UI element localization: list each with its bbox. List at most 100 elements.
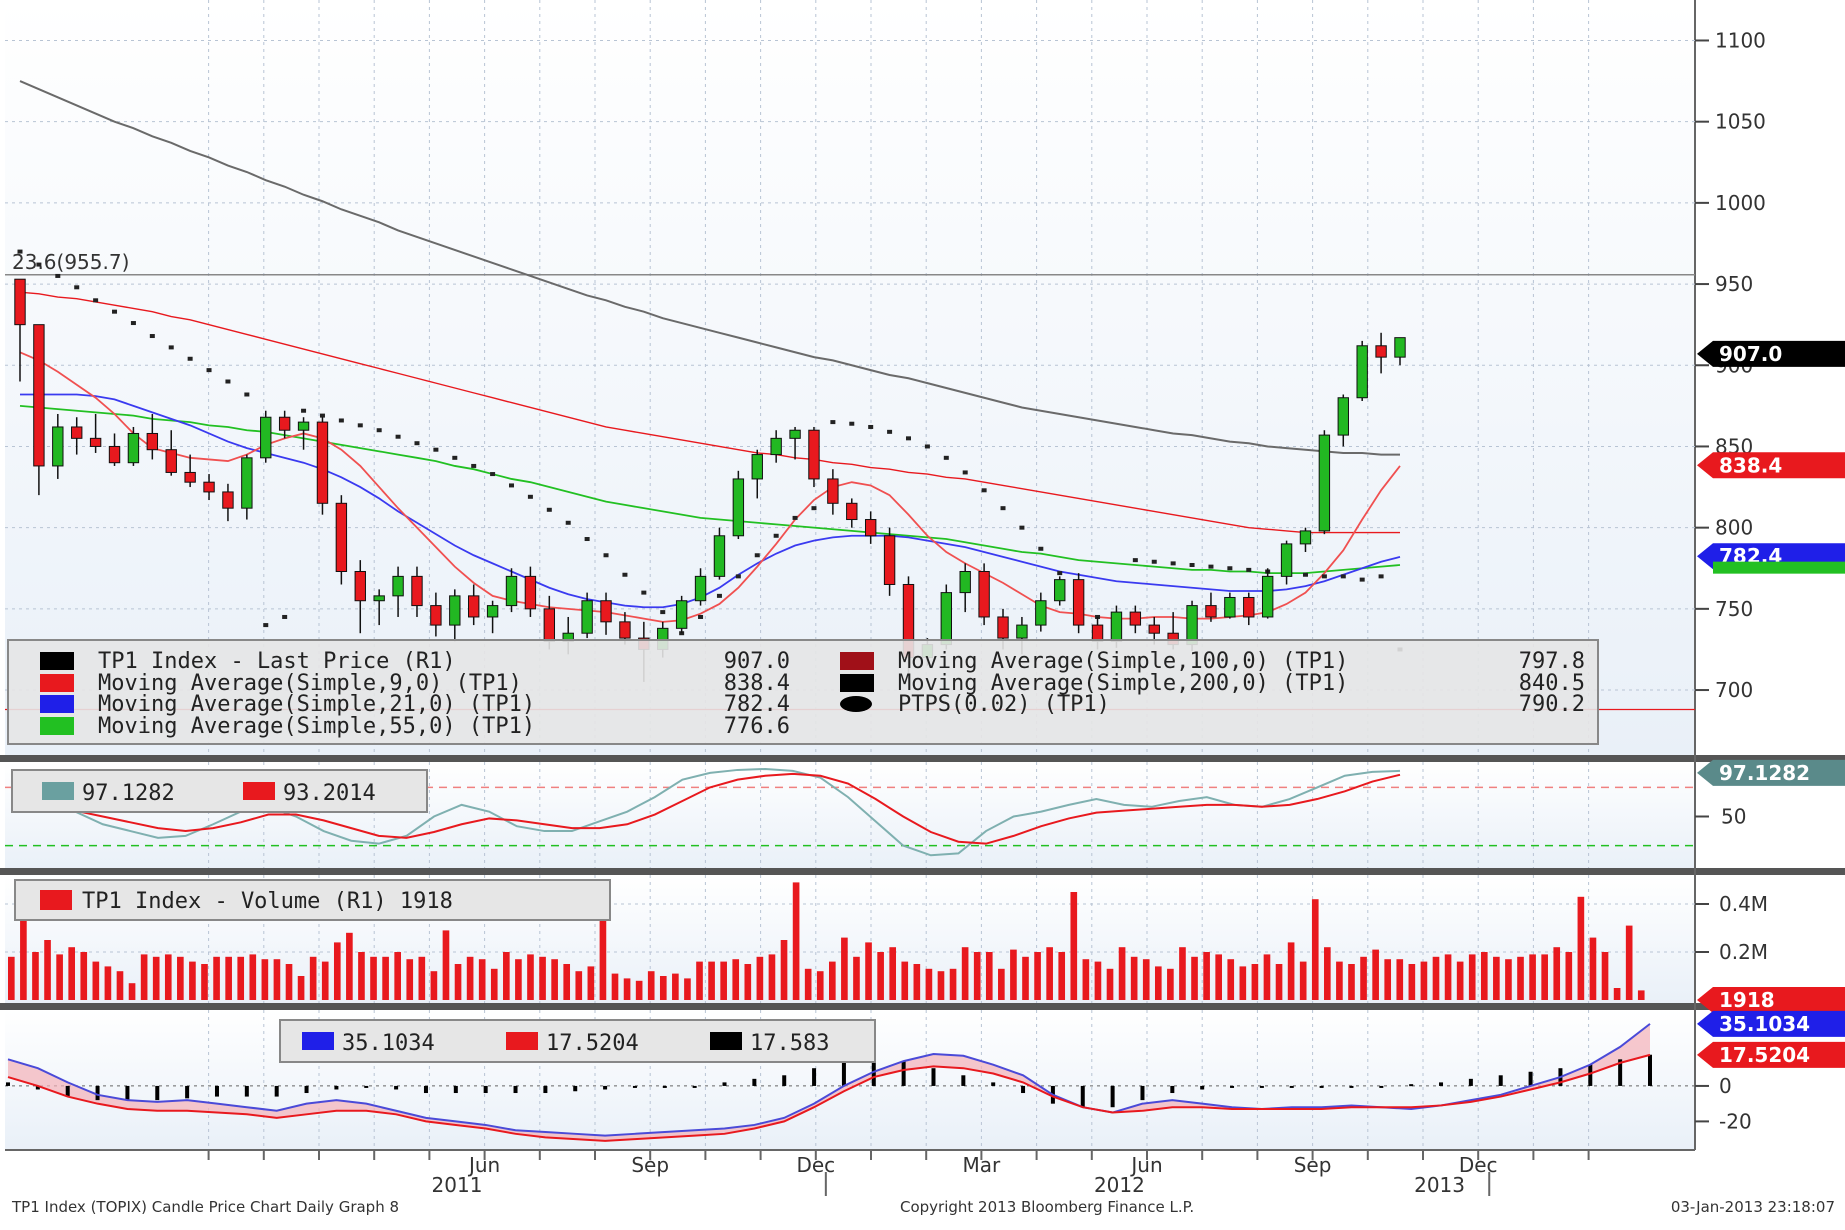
volume-bar — [1167, 968, 1174, 1000]
ptps-dot — [754, 553, 760, 558]
candle — [297, 421, 310, 431]
dmi-histogram-bar — [931, 1068, 936, 1086]
dmi-histogram-bar — [1289, 1085, 1294, 1088]
volume-bar — [1456, 961, 1464, 1000]
volume-bar — [937, 971, 945, 1000]
volume-bar — [8, 956, 15, 1000]
volume-bar — [1348, 964, 1355, 1000]
legend-swatch — [840, 652, 874, 670]
last-price-tag — [1697, 340, 1845, 367]
volume-bar — [1154, 966, 1162, 1000]
volume-bar — [901, 961, 909, 1000]
volume-bar — [92, 961, 100, 1000]
ptps-dot — [868, 424, 874, 429]
legend-label: PTPS(0.02) (TP1) — [898, 692, 1110, 717]
x-tick-label: Sep — [631, 1153, 669, 1177]
volume-bar — [696, 961, 703, 1000]
volume-bar — [1408, 964, 1416, 1000]
dmi-histogram-bar — [1110, 1085, 1115, 1108]
candle — [1186, 605, 1198, 646]
ptps-dot — [452, 455, 458, 460]
dmi-histogram-bar — [274, 1085, 279, 1097]
volume-bar — [1444, 954, 1452, 1000]
ptps-dot — [338, 418, 344, 423]
legend-value: 790.2 — [1519, 692, 1585, 717]
y-tick-label: 0 — [1719, 1074, 1732, 1098]
volume-bar — [503, 952, 510, 1000]
ptps-dot — [660, 610, 666, 615]
volume-bar — [985, 952, 993, 1000]
legend-swatch — [840, 674, 874, 692]
candle — [713, 535, 726, 577]
volume-bar — [1577, 896, 1585, 1000]
volume-bar — [309, 956, 317, 1000]
dmi-tag-text: 17.5204 — [1719, 1043, 1810, 1067]
candle — [751, 454, 763, 480]
volume-bar — [1637, 990, 1645, 1000]
candle — [978, 570, 990, 618]
candle — [732, 478, 745, 537]
legend-swatch — [40, 717, 74, 735]
volume-bar — [1565, 952, 1573, 1000]
ptps-dot — [55, 273, 61, 278]
volume-bar — [949, 968, 957, 1000]
volume-bar — [1251, 964, 1259, 1000]
volume-bar — [346, 932, 353, 1000]
volume-bar — [164, 954, 172, 1000]
candle — [184, 471, 196, 483]
candle — [373, 595, 385, 602]
candle — [354, 570, 366, 602]
x-tick-label: Sep — [1294, 1153, 1332, 1177]
ptps-dot — [1359, 577, 1365, 582]
volume-bar — [756, 956, 764, 1000]
dmi-histogram-bar — [1379, 1085, 1384, 1088]
candle — [335, 502, 348, 572]
candle — [1205, 605, 1217, 618]
ptps-dot — [1057, 571, 1063, 576]
candle — [505, 575, 518, 607]
panel-divider — [0, 755, 1845, 762]
candle — [1091, 624, 1104, 642]
ptps-dot — [1246, 567, 1252, 572]
dmi-histogram-bar — [334, 1085, 339, 1090]
volume-bar — [213, 956, 220, 1000]
dmi-histogram-bar — [1528, 1071, 1533, 1086]
dmi-tag — [1697, 1010, 1845, 1037]
legend-swatch — [243, 782, 275, 800]
dmi-histogram-bar — [1618, 1059, 1623, 1086]
volume-bar — [1046, 947, 1053, 1000]
oscillator-legend: 97.1282 93.2014 — [11, 769, 428, 813]
volume-bar — [889, 947, 897, 1000]
ptps-dot — [830, 420, 836, 425]
candle — [1224, 596, 1236, 618]
volume-bar — [358, 952, 365, 1000]
last-price-tag-text: 907.0 — [1719, 342, 1782, 366]
legend-swatch — [710, 1032, 742, 1050]
ma9-line — [19, 351, 1401, 623]
volume-bar — [1613, 988, 1621, 1000]
candle — [808, 429, 820, 480]
ptps-dot — [584, 537, 590, 542]
dmi-histogram-bar — [1140, 1085, 1145, 1101]
ptps-dot — [943, 455, 949, 460]
dmi-histogram-bar — [812, 1068, 817, 1086]
legend-swatch — [840, 696, 872, 712]
dmi-histogram-bar — [961, 1075, 966, 1086]
ptps-dot — [282, 614, 288, 619]
price-legend: TP1 Index - Last Price (R1) 907.0 Moving A… — [7, 639, 1599, 745]
volume-tag-text: 1918 — [1719, 988, 1775, 1012]
volume-bar — [80, 952, 88, 1000]
ptps-dot — [433, 447, 439, 452]
volume-bar — [1299, 961, 1307, 1000]
dmi-layer — [5, 1023, 1695, 1142]
dmi-legend: 35.1034 17.5204 17.583 — [279, 1019, 876, 1063]
ptps-dot — [1189, 563, 1195, 568]
panel-divider — [0, 1003, 1845, 1010]
volume-bar — [1106, 968, 1114, 1000]
candle — [770, 437, 782, 456]
y-tick-label: 1000 — [1715, 191, 1766, 215]
candle — [165, 449, 177, 473]
volume-bar — [442, 930, 450, 1000]
volume-bar — [1468, 954, 1476, 1000]
volume-bar — [466, 956, 474, 1000]
